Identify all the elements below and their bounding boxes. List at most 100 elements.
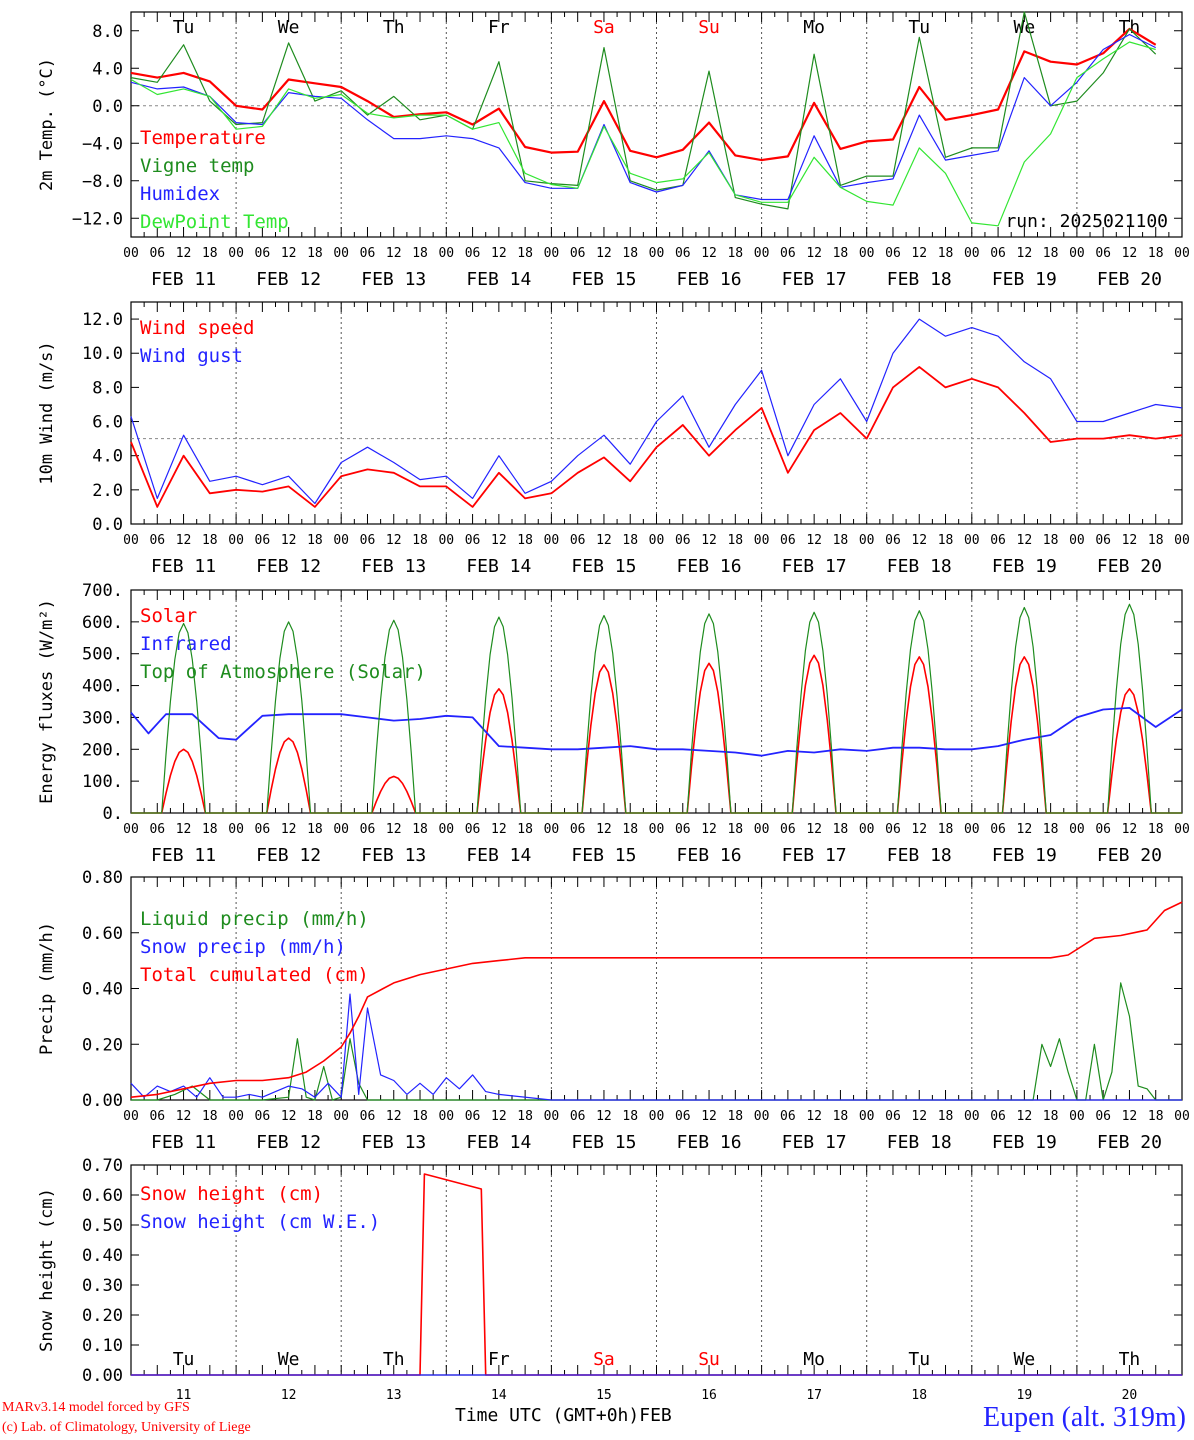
- hour-tick-label: 00: [544, 822, 560, 837]
- hour-tick-label: 18: [307, 533, 323, 548]
- hour-tick-label: 18: [202, 533, 218, 548]
- weekday-label: Sa: [593, 1349, 615, 1370]
- hour-tick-label: 18: [622, 1109, 638, 1124]
- day-number: 13: [386, 1388, 402, 1403]
- hour-tick-label: 18: [412, 822, 428, 837]
- weekday-label: Fr: [488, 1349, 510, 1370]
- legend-entry: Snow height (cm W.E.): [140, 1211, 380, 1233]
- day-number: 14: [491, 1388, 507, 1403]
- date-label: FEB 12: [256, 1132, 321, 1153]
- weekday-label: Mo: [803, 17, 825, 38]
- date-label: FEB 16: [677, 269, 742, 290]
- y-tick-label: 0.10: [82, 1336, 123, 1356]
- hour-tick-label: 00: [228, 1109, 244, 1124]
- hour-tick-label: 00: [123, 246, 139, 261]
- hour-tick-label: 00: [859, 822, 875, 837]
- weekday-label: Mo: [803, 1349, 825, 1370]
- hour-tick-label: 00: [544, 246, 560, 261]
- legend-entry: Snow height (cm): [140, 1183, 323, 1205]
- date-label: FEB 14: [466, 1132, 531, 1153]
- date-label: FEB 13: [361, 556, 426, 577]
- hour-tick-label: 12: [281, 533, 297, 548]
- date-label: FEB 13: [361, 1132, 426, 1153]
- legend-entry: DewPoint Temp: [140, 211, 289, 233]
- hour-tick-label: 18: [1148, 1109, 1164, 1124]
- hour-tick-label: 18: [202, 1109, 218, 1124]
- hour-tick-label: 06: [885, 1109, 901, 1124]
- date-label: FEB 14: [466, 556, 531, 577]
- hour-tick-label: 06: [675, 533, 691, 548]
- hour-tick-label: 00: [964, 246, 980, 261]
- hour-tick-label: 00: [333, 822, 349, 837]
- y-tick-label: 0.: [103, 804, 123, 824]
- hour-tick-label: 06: [780, 533, 796, 548]
- series-line-humidex: [130, 33, 1156, 201]
- series-line-infrared: [130, 707, 1183, 757]
- hour-tick-label: 12: [491, 1109, 507, 1124]
- date-label: FEB 11: [151, 269, 216, 290]
- hour-tick-label: 12: [806, 533, 822, 548]
- hour-tick-label: 00: [544, 1109, 560, 1124]
- hour-tick-label: 06: [1095, 246, 1111, 261]
- hour-tick-label: 06: [675, 822, 691, 837]
- hour-tick-label: 06: [780, 1109, 796, 1124]
- date-label: FEB 19: [992, 1132, 1057, 1153]
- hour-tick-label: 00: [649, 246, 665, 261]
- date-label: FEB 17: [782, 845, 847, 866]
- hour-tick-label: 06: [465, 533, 481, 548]
- hour-tick-label: 06: [1095, 1109, 1111, 1124]
- hour-tick-label: 06: [570, 1109, 586, 1124]
- date-label: FEB 18: [887, 845, 952, 866]
- hour-tick-label: 18: [1043, 533, 1059, 548]
- hour-tick-label: 00: [123, 1109, 139, 1124]
- hour-tick-label: 06: [255, 533, 271, 548]
- hour-tick-label: 00: [228, 822, 244, 837]
- y-tick-label: 0.50: [82, 1216, 123, 1236]
- hour-tick-label: 12: [176, 822, 192, 837]
- y-tick-label: 0.20: [82, 1306, 123, 1326]
- date-label: FEB 18: [887, 269, 952, 290]
- hour-tick-label: 12: [281, 822, 297, 837]
- y-tick-label: 600.: [82, 613, 123, 633]
- y-tick-label: 0.60: [82, 1186, 123, 1206]
- hour-tick-label: 00: [754, 822, 770, 837]
- hour-tick-label: 00: [754, 533, 770, 548]
- hour-tick-label: 12: [1122, 822, 1138, 837]
- date-label: FEB 20: [1097, 1132, 1162, 1153]
- hour-tick-label: 00: [438, 533, 454, 548]
- hour-tick-label: 18: [938, 246, 954, 261]
- day-number: 20: [1122, 1388, 1138, 1403]
- hour-tick-label: 12: [806, 1109, 822, 1124]
- hour-tick-label: 18: [622, 822, 638, 837]
- legend-entry: Infrared: [140, 633, 232, 655]
- y-tick-label: 0.20: [82, 1035, 123, 1055]
- hour-tick-label: 12: [491, 822, 507, 837]
- hour-tick-label: 12: [701, 533, 717, 548]
- date-label: FEB 12: [256, 845, 321, 866]
- hour-tick-label: 12: [1017, 1109, 1033, 1124]
- hour-tick-label: 06: [675, 246, 691, 261]
- hour-tick-label: 06: [885, 533, 901, 548]
- day-number: 15: [596, 1388, 612, 1403]
- hour-tick-label: 12: [176, 246, 192, 261]
- y-tick-label: 0.40: [82, 980, 123, 1000]
- hour-tick-label: 18: [202, 822, 218, 837]
- y-tick-label: 100.: [82, 772, 123, 792]
- hour-tick-label: 06: [465, 822, 481, 837]
- date-label: FEB 13: [361, 269, 426, 290]
- weekday-label: Th: [1119, 1349, 1141, 1370]
- legend-entry: Wind gust: [140, 345, 243, 367]
- day-number: 12: [281, 1388, 297, 1403]
- hour-tick-label: 06: [570, 246, 586, 261]
- hour-tick-label: 12: [386, 246, 402, 261]
- date-label: FEB 14: [466, 845, 531, 866]
- date-label: FEB 12: [256, 269, 321, 290]
- hour-tick-label: 06: [149, 1109, 165, 1124]
- date-label: FEB 18: [887, 556, 952, 577]
- hour-tick-label: 12: [1017, 822, 1033, 837]
- hour-tick-label: 18: [727, 246, 743, 261]
- hour-tick-label: 00: [964, 1109, 980, 1124]
- panel-4: 0.80 0.60 0.40 0.20 0.00 Precip (mm/h) 00 06 12 1…: [37, 868, 1190, 1153]
- hour-tick-label: 12: [701, 246, 717, 261]
